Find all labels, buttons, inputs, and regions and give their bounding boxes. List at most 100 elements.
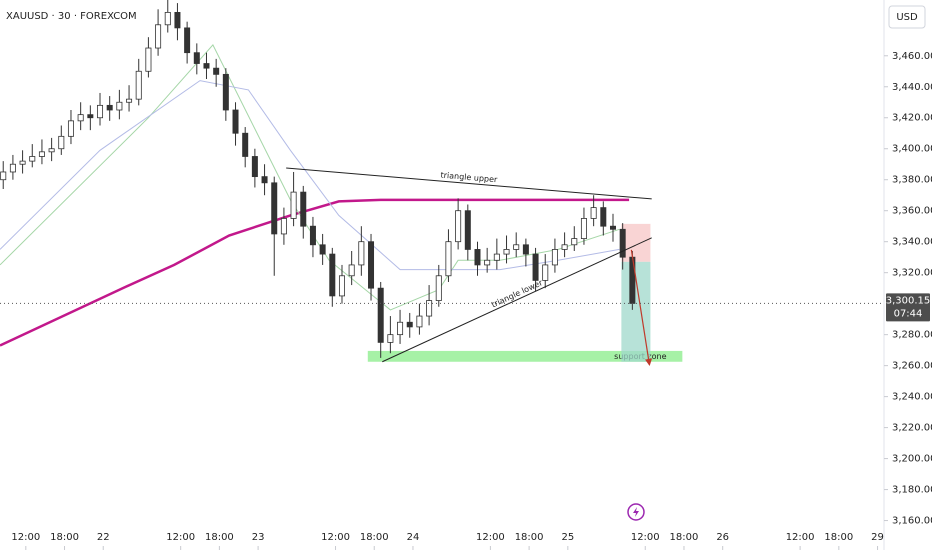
candle-body [416, 315, 423, 328]
candle-body [387, 334, 394, 343]
x-tick-label: 12:00 [476, 532, 505, 543]
x-tick-label: 25 [561, 532, 574, 543]
countdown: 07:44 [894, 308, 923, 319]
x-tick-label: 12:00 [631, 532, 660, 543]
candle-body [300, 191, 307, 227]
y-tick-label: 3,260.00 [892, 361, 932, 372]
candle-body [19, 160, 26, 165]
candle-body [164, 11, 171, 26]
candle-body [358, 241, 365, 266]
candle-body [522, 244, 529, 255]
candle-body [271, 182, 278, 235]
candle-body [29, 156, 36, 162]
x-tick-label: 26 [716, 532, 729, 543]
candle-body [0, 171, 7, 181]
y-tick-label: 3,240.00 [892, 392, 932, 403]
candle-body [513, 244, 520, 250]
moving-average [0, 198, 630, 347]
x-tick-label: 12:00 [11, 532, 40, 543]
candle-body [126, 98, 133, 103]
candle-body [222, 73, 229, 111]
candle-body [174, 11, 181, 29]
candle-body [213, 67, 220, 75]
candle-body [397, 321, 404, 336]
candle-body [193, 52, 200, 64]
candle-body [571, 238, 578, 246]
support-zone [367, 350, 683, 362]
candle-body [155, 24, 162, 49]
candle-body [484, 259, 491, 266]
candle-body [338, 275, 345, 297]
x-tick-label: 22 [97, 532, 110, 543]
candle-body [590, 207, 597, 219]
y-tick-label: 3,460.00 [892, 51, 932, 62]
candle-body [203, 63, 210, 69]
currency-button[interactable] [888, 5, 926, 29]
candle-body [406, 321, 413, 328]
candle-body [551, 249, 558, 266]
x-tick-label: 24 [407, 532, 420, 543]
x-tick-label: 29 [871, 532, 884, 543]
candle-body [145, 47, 152, 72]
candle-body [532, 253, 539, 281]
x-tick-label: 23 [252, 532, 265, 543]
candle-body [184, 27, 191, 54]
candle-body [48, 148, 55, 153]
currency-label: USD [896, 12, 918, 23]
candle-body [280, 218, 287, 235]
candle-body [435, 275, 442, 301]
x-tick-label: 12:00 [786, 532, 815, 543]
arrow [630, 249, 653, 367]
candle-body [503, 249, 510, 255]
candle-body [329, 253, 336, 297]
x-tick-label: 18:00 [824, 532, 853, 543]
y-tick-label: 3,440.00 [892, 82, 932, 93]
x-tick-label: 18:00 [50, 532, 79, 543]
candle-body [67, 120, 74, 137]
candle-body [242, 132, 249, 157]
moving-average [0, 80, 620, 271]
x-tick-label: 12:00 [321, 532, 350, 543]
y-tick-label: 3,340.00 [892, 237, 932, 248]
y-tick-label: 3,280.00 [892, 330, 932, 341]
plot-area: 12:00 18:00 22 12:00 18:00 23 12:00 18:00 24 12:0… [0, 0, 884, 550]
candle-body [445, 241, 452, 277]
candle-body [261, 176, 268, 184]
candle-body [38, 151, 45, 157]
alert-circle [627, 503, 645, 521]
candle-body [609, 225, 616, 230]
candle-body [77, 114, 84, 122]
candle-body [106, 104, 113, 111]
candle-body [474, 249, 481, 266]
candle-body [319, 244, 326, 255]
candle-body [561, 244, 568, 250]
candle-body [619, 228, 626, 258]
candle-body [368, 241, 375, 289]
moving-average [0, 44, 620, 311]
candle-body [9, 163, 16, 173]
candle-body [464, 210, 471, 250]
candle-body [426, 300, 433, 317]
y-tick-label: 3,380.00 [892, 175, 932, 186]
x-tick-label: 18:00 [205, 532, 234, 543]
alert-icon[interactable] [627, 503, 645, 521]
last-price-label: 3,300.15 [886, 295, 931, 306]
y-tick-label: 3,160.00 [892, 516, 932, 527]
candle-body [58, 135, 65, 150]
last-price-box [886, 293, 930, 322]
candle-body [542, 264, 549, 281]
chart-title: XAUUSD · 30 · FOREXCOM [6, 11, 137, 22]
x-tick-label: 18:00 [360, 532, 389, 543]
candle-body [600, 207, 607, 227]
trendline [286, 167, 652, 200]
candle-body [135, 70, 142, 100]
candle-body [97, 104, 104, 119]
x-tick-label: 12:00 [166, 532, 195, 543]
candle-body [290, 191, 297, 219]
y-tick-label: 3,220.00 [892, 423, 932, 434]
candle-body [251, 156, 258, 178]
stop-zone [621, 223, 651, 262]
x-tick-label: 18:00 [670, 532, 699, 543]
